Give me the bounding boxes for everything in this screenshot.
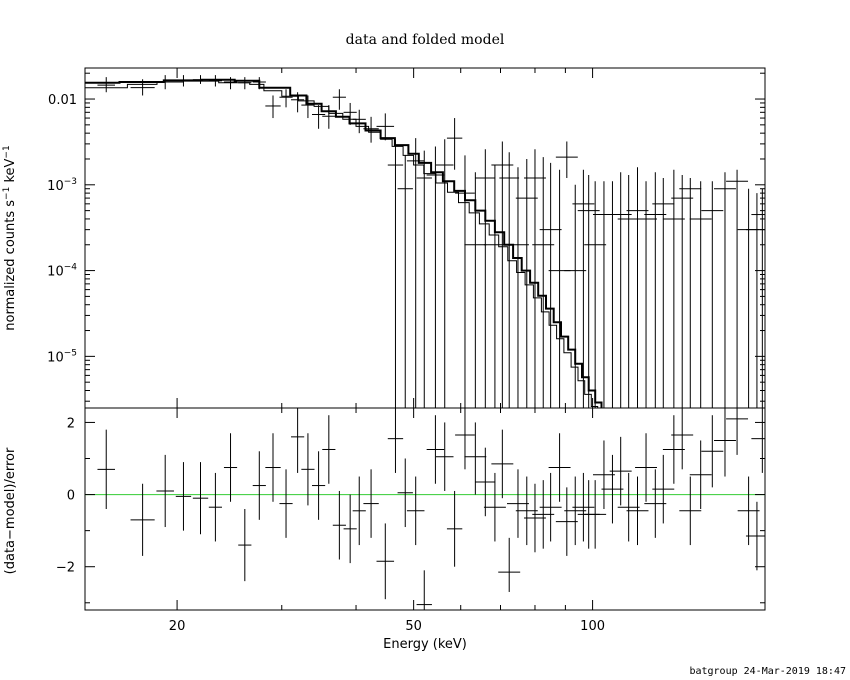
top-y-tick-label: 10−4 xyxy=(47,263,77,280)
x-tick-label: 50 xyxy=(405,619,422,634)
top-panel: 0.01 10−3 10−4 10−5 normalized counts s−1 k… xyxy=(2,67,766,409)
chart-title: data and folded model xyxy=(346,32,505,48)
model-curve-thin xyxy=(85,80,599,408)
bottom-y-tick-label: 2 xyxy=(67,416,75,431)
bottom-y-tick-label: 0 xyxy=(67,489,75,504)
bottom-panel: 20−2 20 50 100 (data−model)/error xyxy=(3,407,766,634)
bottom-y-tick-label: −2 xyxy=(56,561,75,576)
top-y-tick-label: 0.01 xyxy=(48,93,77,108)
bottom-panel-frame xyxy=(84,407,766,611)
bottom-y-axis-label: (data−model)/error xyxy=(3,447,18,574)
model-curve-thick xyxy=(85,78,603,408)
top-y-tick-label: 10−3 xyxy=(47,177,77,194)
top-y-axis-label: normalized counts s−1 keV−1 xyxy=(2,145,18,330)
x-axis-label: Energy (keV) xyxy=(383,637,467,652)
footer-stamp: batgroup 24-Mar-2019 18:47 xyxy=(689,666,846,677)
x-tick-label: 100 xyxy=(580,619,605,634)
x-tick-label: 20 xyxy=(169,619,186,634)
top-y-tick-label: 10−5 xyxy=(47,348,77,365)
